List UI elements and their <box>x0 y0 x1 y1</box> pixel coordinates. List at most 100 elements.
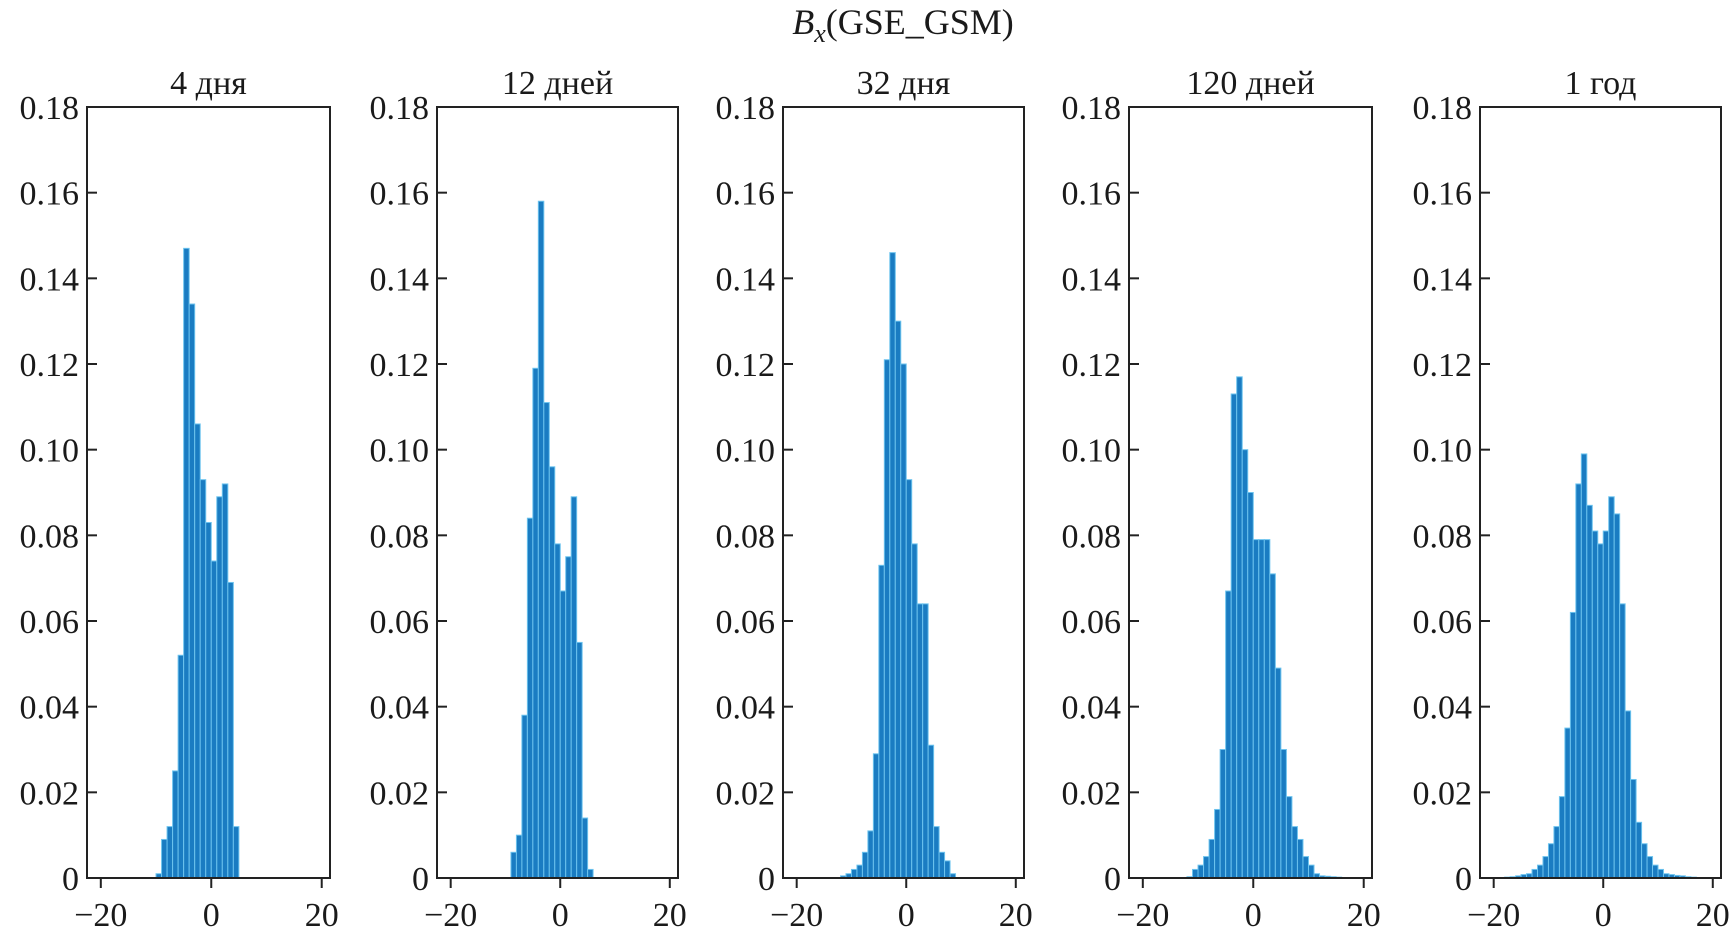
y-tick-label: 0.06 <box>20 604 80 641</box>
histogram-bar <box>576 641 583 879</box>
histogram-bar <box>872 753 880 879</box>
x-tick-label: 20 <box>1696 897 1730 934</box>
histogram-bar <box>172 770 179 879</box>
y-tick-label: 0.16 <box>1413 176 1473 213</box>
histogram-bar <box>867 830 874 879</box>
panel-title: 32 дня <box>857 65 951 102</box>
histogram-bar <box>1575 483 1582 879</box>
histogram-bar <box>927 744 935 879</box>
plot-frame <box>1479 106 1722 879</box>
y-tick-label: 0.16 <box>20 176 80 213</box>
histogram-bar <box>194 423 201 879</box>
histogram-bar <box>1296 838 1304 879</box>
histogram-bar <box>1203 856 1210 879</box>
histogram-bar <box>894 320 902 879</box>
histogram-bar <box>1197 864 1205 879</box>
histogram-bar <box>1586 504 1593 879</box>
histogram-bar <box>199 479 207 879</box>
y-tick-label: 0.16 <box>716 176 776 213</box>
histogram-bar <box>1236 376 1243 879</box>
histogram-bar <box>183 247 190 879</box>
histogram-bar <box>1219 749 1227 879</box>
histogram-bar <box>554 543 561 879</box>
y-tick-label: 0.14 <box>1413 261 1473 298</box>
histogram-bar <box>905 479 913 879</box>
y-tick-label: 0.16 <box>370 176 430 213</box>
x-tick-label: 0 <box>898 897 915 934</box>
histogram-bar <box>1192 868 1199 879</box>
histogram-bar <box>1597 543 1604 879</box>
y-tick-label: 0 <box>62 861 79 898</box>
y-tick-label: 0.14 <box>1062 261 1122 298</box>
histogram-bar <box>166 826 174 879</box>
y-tick-label: 0.04 <box>370 690 430 727</box>
x-tick-label: 0 <box>203 897 220 934</box>
figure-title-symbol: B <box>792 2 814 42</box>
histogram-bar <box>1547 843 1555 879</box>
figure-title-rest: (GSE_GSM) <box>826 2 1014 42</box>
panel-4: 0 0.02 0.04 0.06 0.08 0.10 0.12 0.14 0.16 0.18 −20… <box>1062 65 1381 934</box>
y-tick-label: 0.10 <box>1413 433 1473 470</box>
y-tick-label: 0.10 <box>20 433 80 470</box>
y-tick-label: 0.18 <box>1062 90 1122 127</box>
histogram-bar <box>161 838 168 879</box>
histogram-bar <box>1602 530 1610 879</box>
histogram-bar <box>1531 868 1539 879</box>
x-tick-label: −20 <box>74 897 127 934</box>
histogram-bar <box>205 521 212 879</box>
histogram-bar <box>1241 449 1249 879</box>
y-tick-label: 0.02 <box>1413 775 1473 812</box>
y-tick-label: 0 <box>1104 861 1121 898</box>
y-tick-label: 0.14 <box>716 261 776 298</box>
histogram-bar <box>1280 749 1287 879</box>
histogram-bar <box>1624 710 1632 879</box>
y-tick-label: 0 <box>1455 861 1472 898</box>
histogram-bar <box>1564 727 1571 879</box>
y-tick-label: 0.02 <box>370 775 430 812</box>
y-tick-label: 0 <box>758 861 775 898</box>
histogram-bar <box>938 851 946 879</box>
y-tick-label: 0.08 <box>716 518 776 555</box>
y-tick-label: 0.08 <box>20 518 80 555</box>
histogram-bar <box>570 496 578 879</box>
y-tick-label: 0.02 <box>716 775 776 812</box>
histogram-bar <box>1613 513 1621 879</box>
y-tick-label: 0.10 <box>370 433 430 470</box>
histogram-bar <box>1580 453 1588 879</box>
y-tick-label: 0.04 <box>1062 690 1122 727</box>
histogram-bar <box>1608 496 1615 879</box>
histogram-bar <box>889 252 896 879</box>
histogram-bar <box>1258 539 1265 879</box>
x-tick-label: −20 <box>424 897 477 934</box>
panel-title: 1 год <box>1565 65 1637 102</box>
histogram-bar <box>188 303 196 879</box>
panel-title: 12 дней <box>502 65 613 102</box>
y-tick-label: 0.12 <box>1413 347 1473 384</box>
histogram-bar <box>532 367 539 879</box>
histogram-bar <box>526 517 534 879</box>
y-tick-label: 0.14 <box>370 261 430 298</box>
histogram-bar <box>515 834 523 879</box>
histogram-bar <box>510 851 517 879</box>
y-tick-label: 0.10 <box>716 433 776 470</box>
figure-title: Bx(GSE_GSM) <box>792 2 1014 48</box>
panel-3: 0 0.02 0.04 0.06 0.08 0.10 0.12 0.14 0.16 0.18 −20… <box>716 65 1033 934</box>
x-tick-label: 20 <box>1347 897 1381 934</box>
x-tick-label: −20 <box>1116 897 1169 934</box>
panel-5: 0 0.02 0.04 0.06 0.08 0.10 0.12 0.14 0.16 0.18 −20… <box>1413 65 1730 934</box>
histogram-bar <box>1225 590 1232 879</box>
histogram-bar <box>1291 826 1298 879</box>
x-tick-label: 0 <box>552 897 569 934</box>
histogram-bar <box>911 543 918 879</box>
panel-2: 0 0.02 0.04 0.06 0.08 0.10 0.12 0.14 0.16 0.18 −20… <box>370 65 687 934</box>
y-tick-label: 0.06 <box>1062 604 1122 641</box>
histogram-bar <box>548 466 556 879</box>
y-tick-label: 0.10 <box>1062 433 1122 470</box>
plot-frame <box>436 106 679 879</box>
histogram-bar <box>210 560 218 879</box>
y-tick-label: 0.16 <box>1062 176 1122 213</box>
histogram-bar <box>581 817 589 879</box>
histogram-bar <box>1619 603 1626 879</box>
histogram-bar <box>1569 611 1577 879</box>
histogram-bar <box>944 860 951 879</box>
